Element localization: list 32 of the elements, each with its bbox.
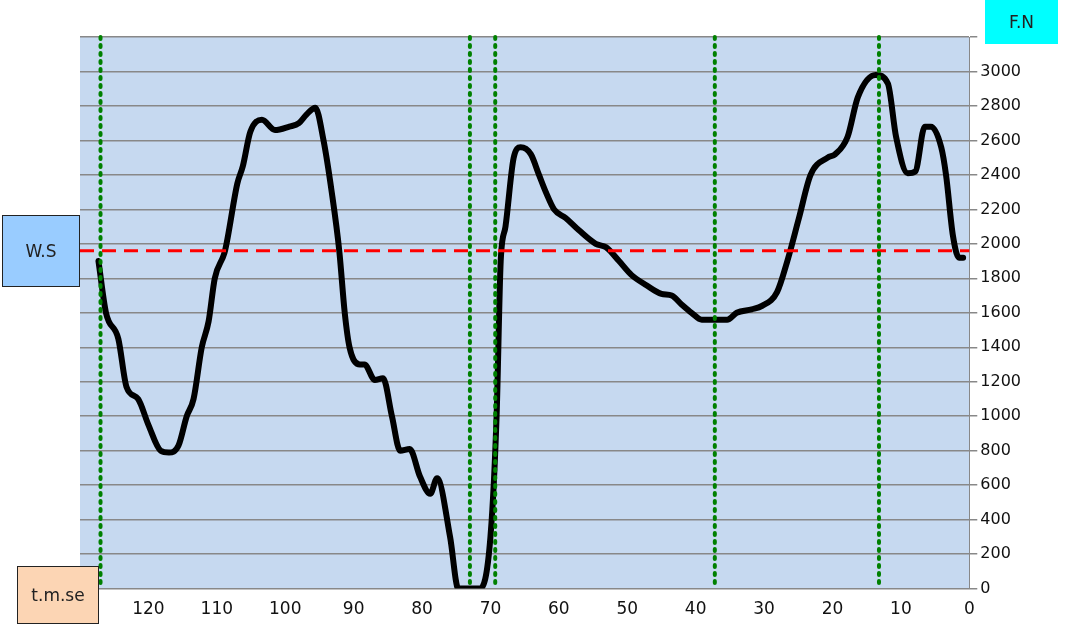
y-tick-label: 0 xyxy=(980,577,991,597)
x-tick-label: 70 xyxy=(479,598,502,619)
y-tick-label: 1800 xyxy=(980,267,1021,287)
x-tick-label: 110 xyxy=(200,598,234,619)
y-tick-label: 2400 xyxy=(980,164,1021,184)
x-tick-label: 80 xyxy=(411,598,433,619)
x-tick-label: 60 xyxy=(548,598,570,619)
y-tick-label: 200 xyxy=(980,543,1011,563)
x-tick-label: 0 xyxy=(963,598,975,619)
x-axis-title: t.m.se xyxy=(17,566,99,624)
y-tick-label: 1200 xyxy=(980,370,1021,390)
y-tick-label: 2200 xyxy=(980,198,1021,218)
y-tick-label: 1400 xyxy=(980,336,1021,356)
x-tick-label: 10 xyxy=(890,598,912,619)
y-tick-label: 1600 xyxy=(980,301,1021,321)
x-tick-label: 30 xyxy=(753,598,775,619)
y-tick-label: 2600 xyxy=(980,129,1021,149)
y-tick-label: 1000 xyxy=(980,405,1021,425)
x-tick-label: 20 xyxy=(821,598,844,619)
x-tick-label: 50 xyxy=(616,598,639,619)
x-tick-label: 100 xyxy=(268,598,302,619)
y-tick-label: 2000 xyxy=(980,233,1021,253)
x-tick-label: 120 xyxy=(132,598,165,619)
y-axis-title: F.N xyxy=(985,0,1058,44)
y-tick-label: 400 xyxy=(980,508,1011,528)
ref-line-label: W.S xyxy=(2,214,80,287)
y-tick-label: 600 xyxy=(980,474,1011,494)
y-tick-label: 800 xyxy=(980,439,1011,459)
x-tick-label: 40 xyxy=(684,598,707,619)
y-tick-label: 2800 xyxy=(980,95,1021,115)
x-tick-label: 90 xyxy=(342,598,365,619)
y-tick-label: 3000 xyxy=(980,60,1021,80)
